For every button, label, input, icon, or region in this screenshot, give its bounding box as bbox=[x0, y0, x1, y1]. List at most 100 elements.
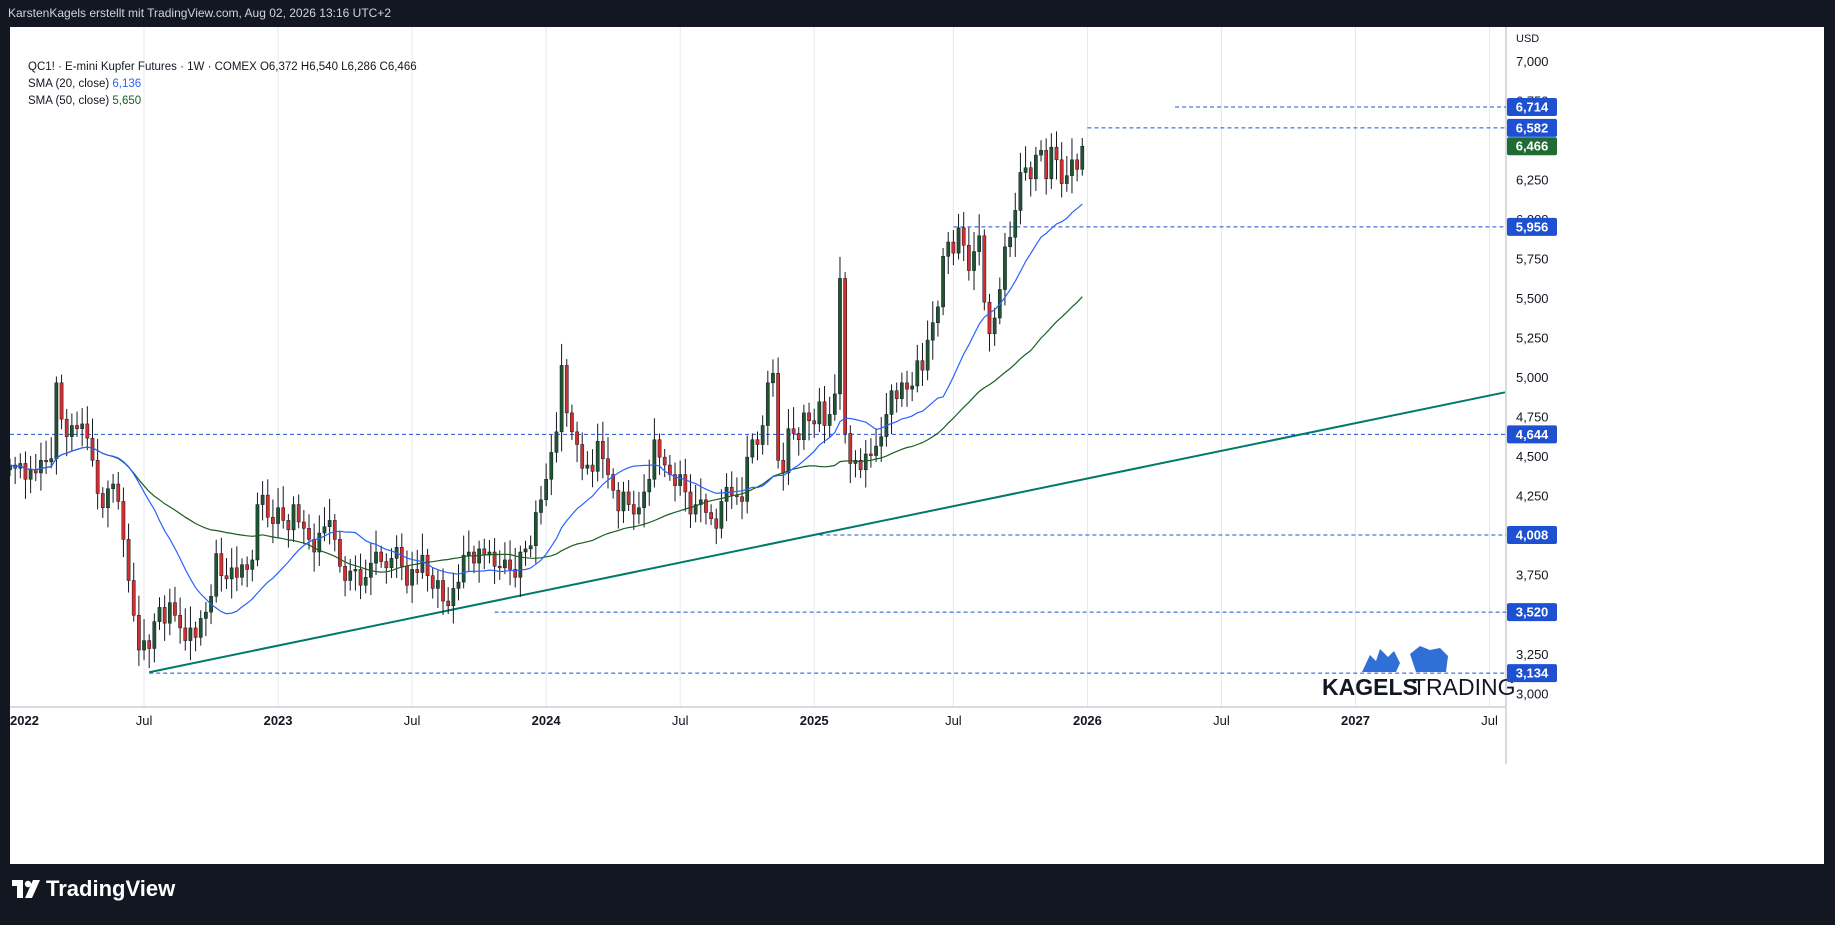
time-axis-label: Jul bbox=[1213, 713, 1230, 728]
legend-sma20-value: 6,136 bbox=[112, 78, 142, 90]
candle bbox=[281, 486, 286, 529]
candle bbox=[477, 540, 481, 583]
legend-sma20-row[interactable]: SMA (20, close) 6,136 bbox=[28, 76, 417, 93]
candle bbox=[234, 546, 239, 592]
grid bbox=[143, 27, 1491, 707]
time-axis: 2022 Jul 2023 Jul 2024 Jul 2025 Jul 2026 Jul 2027 J… bbox=[10, 713, 1498, 728]
candle bbox=[673, 462, 677, 502]
candle bbox=[137, 595, 141, 666]
candle-body bbox=[765, 382, 770, 426]
candle-body bbox=[533, 512, 538, 546]
candle bbox=[410, 551, 414, 603]
candle bbox=[28, 455, 33, 494]
candle bbox=[33, 453, 38, 482]
candle bbox=[1054, 131, 1059, 180]
candle-body bbox=[972, 251, 976, 271]
chart-frame[interactable]: USD7,0006,7506,2506,0005,7505,5005,2505,… bbox=[8, 27, 1824, 864]
level-label-text: 4,644 bbox=[1516, 427, 1549, 442]
candle bbox=[389, 548, 394, 578]
candle-body bbox=[245, 564, 249, 570]
tradingview-logo[interactable]: TradingView bbox=[12, 876, 175, 902]
candle-body bbox=[956, 227, 961, 254]
legend-sma50-row[interactable]: SMA (50, close) 5,650 bbox=[28, 93, 417, 110]
candle bbox=[863, 440, 868, 488]
candle bbox=[874, 428, 878, 462]
candle-body bbox=[822, 401, 827, 426]
candle bbox=[13, 456, 18, 485]
level-label-text: 4,008 bbox=[1516, 527, 1549, 542]
candle-body bbox=[338, 539, 342, 567]
candle bbox=[1028, 161, 1033, 197]
candle bbox=[358, 553, 363, 600]
candle bbox=[647, 459, 652, 506]
candle-body bbox=[652, 439, 657, 480]
candle bbox=[1080, 138, 1085, 176]
candle-body bbox=[389, 558, 394, 569]
candle-body bbox=[786, 428, 791, 474]
candle-body bbox=[188, 627, 193, 641]
candle-body bbox=[961, 227, 966, 246]
candle-body bbox=[446, 600, 451, 607]
candle-body bbox=[590, 464, 595, 472]
candle bbox=[611, 468, 616, 499]
legend-symbol[interactable]: QC1! · E-mini Kupfer Futures · 1W · COME… bbox=[28, 61, 257, 73]
candle bbox=[229, 548, 234, 599]
candle bbox=[90, 418, 95, 467]
watermark-text-light: TRADING bbox=[1412, 674, 1516, 700]
time-axis-label: 2026 bbox=[1073, 713, 1102, 728]
candle bbox=[570, 404, 574, 441]
candle-body bbox=[1049, 146, 1054, 180]
candle bbox=[987, 293, 992, 352]
candle-body bbox=[925, 339, 930, 371]
level-label-box bbox=[1507, 98, 1557, 117]
candle bbox=[116, 472, 121, 510]
candle-body bbox=[44, 460, 48, 463]
candle bbox=[415, 549, 420, 585]
candle bbox=[698, 478, 703, 523]
candle-body bbox=[111, 483, 115, 490]
candle bbox=[657, 433, 662, 475]
price-axis-tick: 5,500 bbox=[1516, 291, 1549, 306]
candle-body bbox=[1059, 159, 1064, 184]
candle bbox=[121, 487, 126, 558]
candle bbox=[39, 442, 43, 491]
candle bbox=[817, 387, 822, 433]
candle-body bbox=[358, 569, 363, 586]
candle bbox=[894, 382, 899, 413]
candle bbox=[879, 416, 884, 462]
candle-body bbox=[1013, 210, 1018, 238]
candle-body bbox=[1039, 150, 1043, 156]
price-axis-tick: 4,750 bbox=[1516, 410, 1549, 425]
candle-body bbox=[745, 456, 750, 502]
candle bbox=[1008, 221, 1012, 257]
candle bbox=[977, 214, 982, 266]
candle bbox=[549, 434, 554, 496]
candle-body bbox=[420, 554, 425, 573]
candle-body bbox=[441, 580, 445, 602]
candle-body bbox=[1080, 145, 1085, 170]
candle-body bbox=[760, 425, 765, 445]
candle bbox=[1070, 138, 1074, 194]
candle bbox=[750, 433, 755, 464]
candle-body bbox=[214, 553, 219, 597]
candle bbox=[760, 415, 765, 455]
candle bbox=[693, 484, 698, 523]
trendline bbox=[148, 391, 1506, 674]
sma-20-line bbox=[9, 203, 1083, 615]
candle bbox=[503, 542, 507, 575]
candle-body bbox=[255, 504, 260, 561]
candle bbox=[497, 550, 502, 580]
candle-body bbox=[327, 520, 332, 527]
candle-body bbox=[95, 460, 100, 494]
candle-body bbox=[673, 474, 677, 486]
candle bbox=[600, 421, 605, 479]
candle bbox=[626, 479, 631, 511]
candle bbox=[255, 492, 260, 567]
price-axis-unit: USD bbox=[1516, 33, 1539, 45]
candle bbox=[580, 432, 585, 481]
candle-body bbox=[353, 569, 358, 572]
chart-canvas[interactable]: USD7,0006,7506,2506,0005,7505,5005,2505,… bbox=[8, 27, 1824, 864]
candle bbox=[332, 514, 337, 552]
candle bbox=[85, 406, 90, 451]
candle bbox=[905, 370, 909, 407]
